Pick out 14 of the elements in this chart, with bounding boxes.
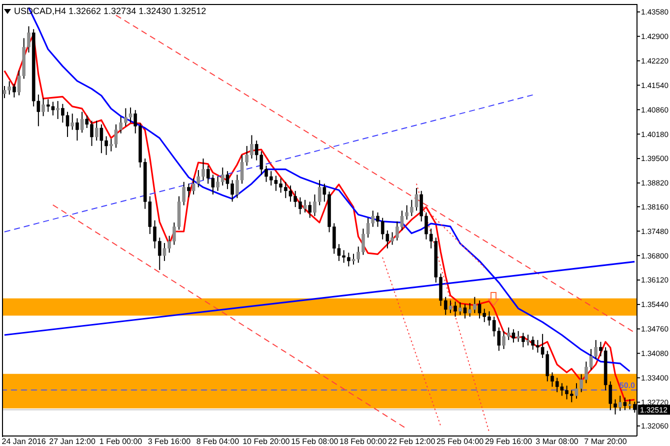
x-tick-label: 27 Jan 12:00 bbox=[49, 437, 96, 446]
x-tick-label: 3 Mar 08:00 bbox=[536, 437, 579, 446]
x-tick-label: 8 Feb 04:00 bbox=[196, 437, 240, 446]
x-tick-label: 29 Feb 16:00 bbox=[484, 437, 533, 446]
x-tick-label: 7 Mar 20:00 bbox=[584, 437, 628, 446]
x-tick-label: 18 Feb 00:00 bbox=[340, 437, 388, 446]
x-tick-label: 1 Feb 00:00 bbox=[99, 437, 143, 446]
x-tick-label: 3 Feb 16:00 bbox=[148, 437, 192, 446]
x-tick-label: 22 Feb 12:00 bbox=[388, 437, 436, 446]
x-tick-label: 15 Feb 08:00 bbox=[291, 437, 339, 446]
x-tick-label: 25 Feb 04:00 bbox=[436, 437, 484, 446]
x-tick-label: 24 Jan 2016 bbox=[2, 437, 46, 446]
x-tick-label: 10 Feb 20:00 bbox=[242, 437, 290, 446]
annotation: 50.0 bbox=[619, 380, 636, 390]
